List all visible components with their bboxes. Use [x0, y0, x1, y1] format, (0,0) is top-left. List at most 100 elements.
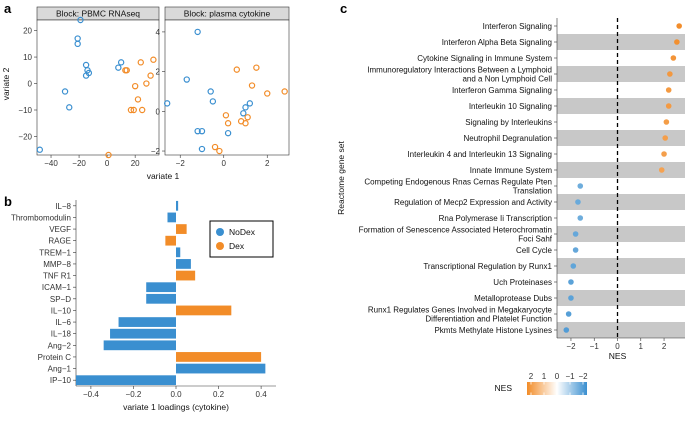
data-point-dex	[127, 106, 135, 114]
pathway-label: Neutrophil Degranulation	[464, 134, 553, 143]
data-point-dex	[123, 67, 130, 74]
data-point-dex	[253, 64, 260, 71]
x-axis-title-a: variate 1	[147, 171, 180, 181]
pathway-label: and a Non Lymphoid Cell	[462, 75, 552, 84]
pathway-label: Competing Endogenous Rnas Cernas Regulat…	[364, 178, 552, 187]
bar-rage	[165, 235, 176, 246]
pathway-dot	[676, 23, 682, 29]
row-stripe	[557, 226, 685, 242]
bar-il-10	[176, 305, 232, 316]
y-axis-title-c: Reactome gene set	[336, 141, 346, 215]
colorbar-tick-label: −1	[565, 372, 575, 381]
row-stripe	[557, 34, 685, 50]
panel-label-c: c	[340, 1, 347, 16]
x-tick-label: 0.4	[256, 390, 268, 399]
colorbar-tick-label: 0	[555, 372, 560, 381]
category-label: IL−8	[55, 202, 71, 211]
data-point-dex	[281, 88, 288, 95]
x-tick-label: 2	[662, 342, 667, 351]
bar-sp-d	[146, 293, 176, 304]
bar-mmp-8	[176, 259, 191, 269]
data-point-dex	[216, 147, 223, 155]
pathway-label: Differentiation and Platelet Function	[425, 315, 552, 324]
x-tick-label: 0	[222, 159, 227, 168]
y-tick-label: −2	[151, 147, 161, 156]
plot-frame	[164, 19, 290, 156]
data-point-nodex	[246, 100, 254, 107]
x-tick-label: −0.2	[126, 390, 142, 399]
bar-icam-1	[146, 282, 176, 293]
x-tick-label: −40	[44, 159, 58, 168]
x-tick-label: −0.4	[83, 390, 99, 399]
row-stripe	[557, 322, 685, 338]
data-point-nodex	[240, 110, 247, 117]
pathway-label: Metalloprotease Dubs	[474, 294, 552, 303]
pathway-label: Interferon Alpha Beta Signaling	[442, 38, 552, 47]
y-tick-label: 10	[23, 53, 32, 62]
data-point-nodex	[85, 69, 93, 77]
colorbar-title: NES	[495, 383, 513, 393]
data-point-dex	[150, 56, 157, 63]
data-point-nodex	[115, 64, 122, 71]
y-tick-label: 0	[156, 107, 161, 116]
y-axis-title-a: variate 2	[1, 67, 11, 100]
data-point-dex	[222, 112, 230, 119]
legend-swatch-dex	[216, 242, 224, 250]
scatter-facet-a-right: Block: plasma cytokine −2 0 2 −2 0 2 4	[151, 6, 290, 168]
pathway-dot	[662, 135, 669, 141]
category-label: TNF R1	[43, 272, 72, 281]
data-point-dex	[211, 143, 219, 151]
category-label: Ang−2	[48, 341, 72, 350]
pathway-dot	[658, 167, 665, 173]
pathway-label: Uch Proteinases	[493, 278, 552, 287]
row-stripe	[557, 66, 685, 82]
pathway-dot	[572, 231, 579, 237]
x-tick-label: 2	[265, 159, 270, 168]
category-label: IL−10	[51, 306, 72, 315]
data-point-dex	[224, 120, 232, 127]
row-stripe	[557, 290, 685, 306]
bar-il-6	[118, 317, 176, 327]
category-label: Protein C	[38, 353, 72, 362]
panel-label-b: b	[4, 194, 12, 209]
x-tick-label: 1	[639, 342, 644, 351]
pathway-dot	[568, 279, 574, 285]
row-stripe	[557, 130, 685, 146]
bar-tnf-r1	[176, 270, 196, 281]
legend-box	[209, 220, 274, 258]
data-point-nodex	[198, 127, 206, 135]
data-point-nodex	[117, 59, 125, 66]
category-label: MMP−8	[43, 260, 71, 269]
pathway-dot	[665, 103, 672, 109]
pathway-dot	[575, 199, 581, 205]
panel-label-a: a	[4, 1, 12, 16]
pathway-label: Innate Immune System	[470, 166, 553, 175]
colorbar	[527, 382, 587, 395]
pathway-dot	[665, 87, 672, 93]
pathway-dot	[565, 311, 572, 317]
pathway-label: Transcriptional Regulation by Runx1	[423, 262, 552, 271]
data-point-nodex	[36, 146, 44, 153]
x-tick-label: 0	[105, 159, 110, 168]
pathway-label: Interleukin 10 Signaling	[469, 102, 552, 111]
data-point-dex	[248, 82, 256, 89]
category-label: IP−10	[50, 376, 72, 385]
category-label: Thrombomodulin	[11, 213, 71, 222]
pathway-label: Rna Polymerase Ii Transcription	[439, 214, 552, 223]
data-point-dex	[147, 72, 154, 79]
pathway-dot	[663, 119, 670, 125]
y-tick-label: 0	[28, 80, 33, 89]
facet-title: Block: plasma cytokine	[184, 9, 271, 19]
x-tick-label: −2	[176, 159, 186, 168]
data-point-nodex	[194, 127, 201, 135]
pathway-label: Runx1 Regulates Genes Involved in Megaka…	[368, 306, 553, 315]
category-label: SP−D	[50, 295, 71, 304]
bar-vegf	[176, 224, 187, 234]
pathway-dot	[667, 71, 673, 77]
facet-title: Block: PBMC RNAseq	[56, 9, 140, 19]
x-tick-label: 0.2	[213, 390, 225, 399]
data-point-dex	[131, 82, 139, 90]
bar-trem-1	[176, 247, 181, 258]
